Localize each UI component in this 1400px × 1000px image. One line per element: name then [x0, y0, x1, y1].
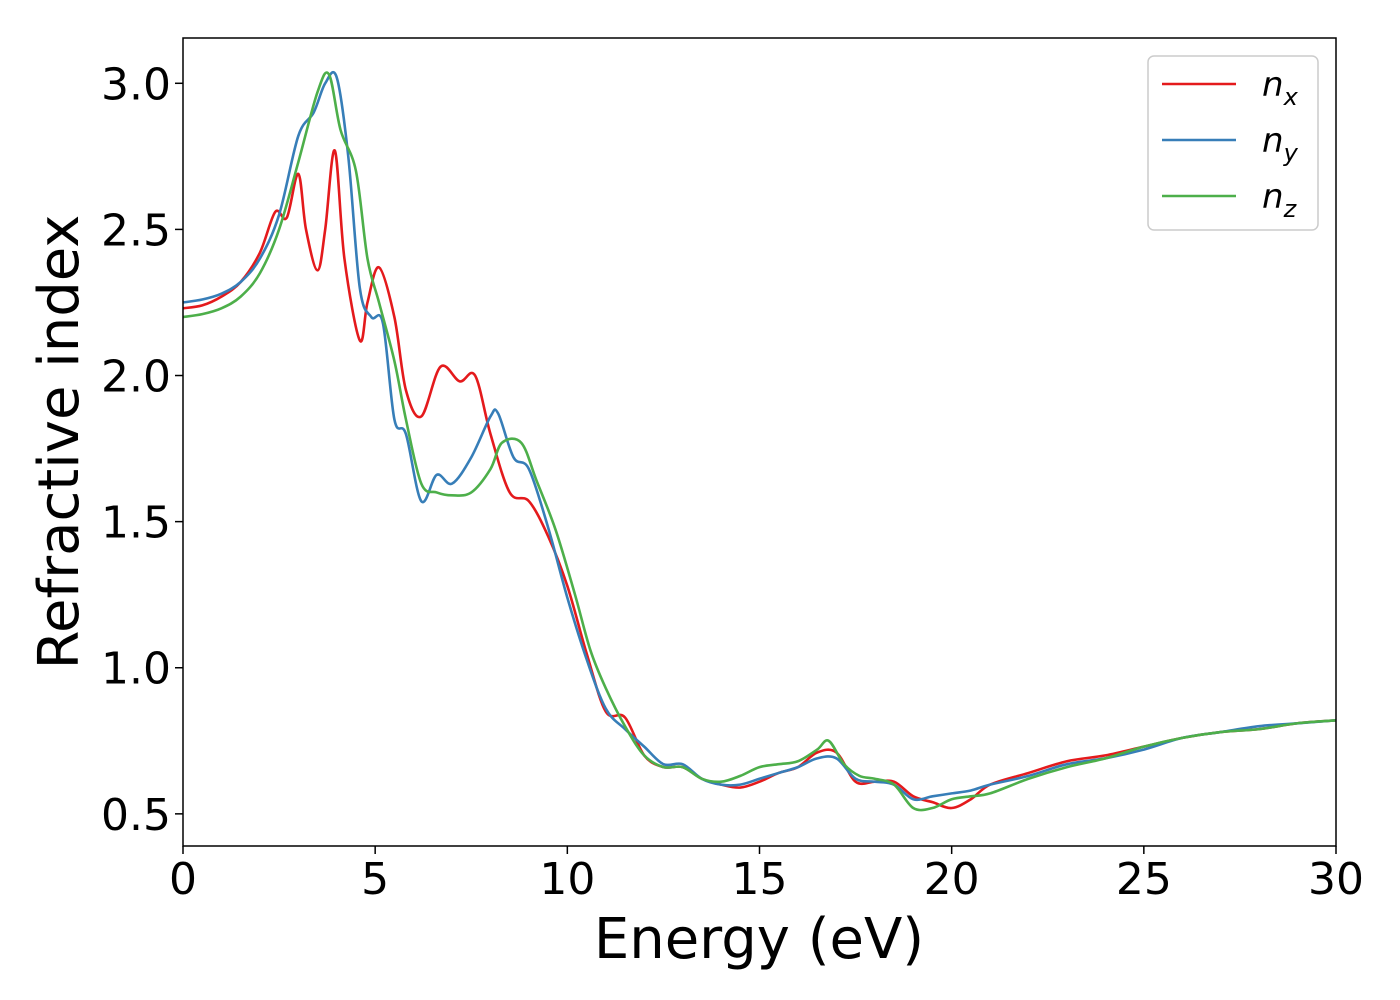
legend-label-nz: nz [1262, 177, 1298, 223]
y-tick-label: 3.0 [101, 59, 171, 110]
x-tick-label: 25 [1116, 854, 1172, 905]
y-tick-label: 1.5 [101, 498, 171, 549]
y-tick-label: 2.0 [101, 352, 171, 403]
legend-label-ny: ny [1262, 121, 1299, 167]
legend-label-subscript: x [1283, 83, 1299, 111]
x-tick-label: 30 [1308, 854, 1364, 905]
legend-label-base: n [1262, 121, 1284, 161]
legend-label-subscript: z [1283, 195, 1298, 223]
legend-label-base: n [1262, 65, 1284, 105]
legend-box [1147, 55, 1319, 231]
x-axis-title: Energy (eV) [594, 907, 924, 972]
legend-label-subscript: y [1283, 139, 1299, 167]
series-line-nz [183, 71, 1336, 812]
legend-label-base: n [1262, 177, 1284, 217]
y-tick-label: 1.0 [101, 644, 171, 695]
y-tick-label: 0.5 [101, 790, 171, 841]
x-tick-label: 10 [539, 854, 595, 905]
series-line-ny [183, 71, 1336, 802]
x-tick-label: 15 [732, 854, 788, 905]
axes-frame [182, 37, 1337, 847]
x-tick-label: 5 [361, 854, 389, 905]
x-tick-label: 20 [924, 854, 980, 905]
legend-label-nx: nx [1262, 65, 1299, 111]
y-axis-title: Refractive index [27, 215, 92, 670]
x-tick-label: 0 [169, 854, 197, 905]
axis-ticks: 0 5 10 15 20 25 30 0.5 1.0 1.5 2.0 2.5 3.0 [101, 59, 1364, 905]
y-tick-label: 2.5 [101, 205, 171, 256]
plot-area [183, 71, 1336, 812]
